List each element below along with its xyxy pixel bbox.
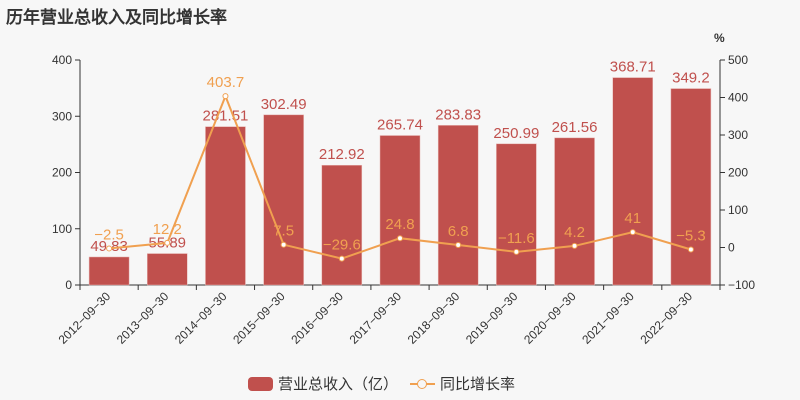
revenue-bar[interactable] [379, 135, 421, 286]
revenue-bar[interactable] [554, 137, 595, 286]
growth-rate-point[interactable] [397, 235, 403, 242]
x-axis-tick-label: 2019−09−30 [463, 289, 521, 347]
right-axis-tick-label: 300 [728, 128, 748, 142]
growth-rate-label: 403.7 [207, 74, 245, 91]
revenue-bar[interactable] [670, 88, 712, 286]
growth-rate-label: 12.2 [153, 221, 182, 238]
growth-rate-label: −11.6 [498, 230, 535, 247]
right-axis-tick-label: 500 [728, 53, 748, 67]
legend-label-growth: 同比增长率 [440, 375, 516, 393]
growth-rate-label: 4.2 [564, 224, 585, 241]
x-axis-tick-label: 2017−09−30 [347, 289, 405, 347]
revenue-bar-label: 281.51 [203, 108, 249, 125]
revenue-bar-label: 212.92 [319, 146, 365, 163]
left-axis-tick-label: 0 [65, 278, 72, 292]
growth-rate-point[interactable] [222, 93, 229, 100]
revenue-bar-label: 302.49 [261, 96, 307, 113]
legend-label-revenue: 营业总收入（亿） [278, 375, 399, 393]
growth-rate-label: −29.6 [323, 237, 361, 254]
x-axis-tick-label: 2018−09−30 [405, 289, 463, 347]
growth-rate-point[interactable] [513, 248, 520, 255]
bar-swatch-icon [248, 376, 273, 391]
right-axis-unit: % [714, 31, 725, 45]
growth-rate-point[interactable] [338, 255, 345, 262]
growth-rate-label: 6.8 [448, 223, 469, 240]
growth-rate-point[interactable] [455, 241, 462, 248]
growth-rate-point[interactable] [571, 242, 578, 249]
growth-rate-label: −2.5 [94, 226, 124, 243]
revenue-bar[interactable] [263, 114, 304, 286]
right-axis-tick-label: 200 [728, 166, 748, 180]
x-axis-tick-label: 2012−09−30 [56, 289, 114, 347]
revenue-bar[interactable] [321, 164, 363, 286]
right-axis-tick-label: 400 [728, 91, 748, 105]
left-axis-tick-label: 100 [52, 222, 72, 236]
line-marker-icon [410, 377, 436, 391]
chart-title: 历年营业总收入及同比增长率 [6, 8, 227, 28]
x-axis-tick-label: 2021−09−30 [579, 289, 637, 347]
legend-item-revenue[interactable]: 营业总收入（亿） [248, 373, 398, 394]
revenue-bar-label: 261.56 [552, 119, 598, 136]
revenue-bar[interactable] [437, 125, 479, 286]
x-axis-tick-label: 2013−09−30 [114, 289, 172, 347]
x-axis-tick-label: 2014−09−30 [172, 289, 230, 347]
growth-rate-label: −5.3 [676, 227, 706, 244]
growth-rate-point[interactable] [106, 245, 113, 252]
revenue-bar-label: 265.74 [377, 117, 423, 134]
revenue-bar[interactable] [147, 253, 188, 286]
x-axis-tick-label: 2015−09−30 [230, 289, 288, 347]
growth-rate-point[interactable] [687, 246, 694, 253]
legend-item-growth[interactable]: 同比增长率 [410, 373, 515, 394]
revenue-bar-label: 368.71 [610, 59, 656, 76]
growth-rate-label: 41 [624, 210, 641, 227]
growth-rate-point[interactable] [629, 229, 636, 236]
revenue-bar-label: 349.2 [672, 70, 710, 87]
revenue-bar[interactable] [205, 126, 246, 286]
growth-rate-label: 7.5 [273, 223, 294, 240]
x-axis-tick-label: 2020−09−30 [521, 289, 579, 347]
revenue-bar[interactable] [88, 256, 130, 286]
revenue-bar-label: 283.83 [435, 106, 481, 123]
revenue-bar-label: 250.99 [493, 125, 539, 142]
growth-rate-point[interactable] [280, 241, 287, 248]
revenue-bar[interactable] [612, 77, 653, 286]
x-axis-tick-label: 2016−09−30 [288, 289, 346, 347]
growth-rate-point[interactable] [164, 239, 171, 246]
left-axis-tick-label: 200 [52, 166, 72, 180]
right-axis-tick-label: −100 [728, 278, 755, 292]
legend: 营业总收入（亿） 同比增长率 [248, 373, 527, 394]
x-axis-tick-label: 2022−09−30 [637, 289, 695, 347]
right-axis-tick-label: 100 [728, 203, 748, 217]
left-axis-tick-label: 300 [52, 109, 72, 123]
right-axis-tick-label: 0 [728, 241, 735, 255]
growth-rate-label: 24.8 [385, 216, 414, 233]
left-axis-tick-label: 400 [52, 53, 72, 67]
revenue-bar[interactable] [496, 143, 537, 286]
